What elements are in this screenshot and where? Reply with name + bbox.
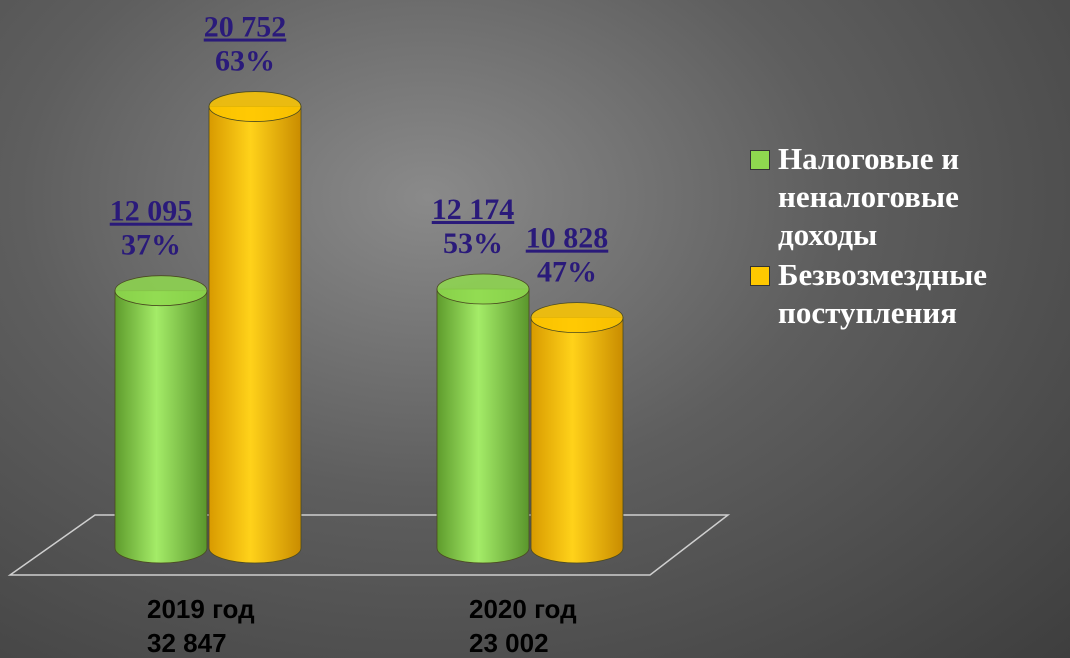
- cylinder-body: [208, 106, 302, 564]
- category-total: 23 002: [469, 628, 549, 658]
- category-label: 2019 год: [147, 594, 255, 624]
- legend-swatch: [750, 266, 770, 286]
- share-label: 47%: [537, 256, 597, 289]
- value-label: 20 752: [204, 11, 287, 44]
- legend-label: Налоговые и неналоговые доходы: [778, 141, 960, 252]
- cylinder-top: [530, 302, 624, 334]
- cylinder-body: [114, 290, 208, 564]
- share-label: 53%: [443, 227, 503, 260]
- share-label: 37%: [121, 229, 181, 262]
- cylinder-top: [436, 273, 530, 305]
- value-label: 10 828: [526, 222, 609, 255]
- share-label: 63%: [215, 45, 275, 78]
- legend: Налоговые и неналоговые доходы Безвозмезд…: [750, 140, 1060, 334]
- legend-item: Безвозмездные поступления: [750, 256, 1060, 332]
- cylinder-top: [208, 91, 302, 122]
- category-total: 32 847: [147, 628, 227, 658]
- value-label: 12 174: [432, 193, 515, 226]
- legend-swatch: [750, 150, 770, 170]
- cylinder-body: [530, 317, 624, 564]
- value-label: 12 095: [110, 195, 193, 228]
- cylinder-body: [436, 288, 530, 564]
- category-label: 2020 год: [469, 594, 577, 624]
- cylinder-top: [114, 275, 208, 307]
- legend-label: Безвозмездные поступления: [778, 257, 988, 330]
- legend-item: Налоговые и неналоговые доходы: [750, 140, 1060, 254]
